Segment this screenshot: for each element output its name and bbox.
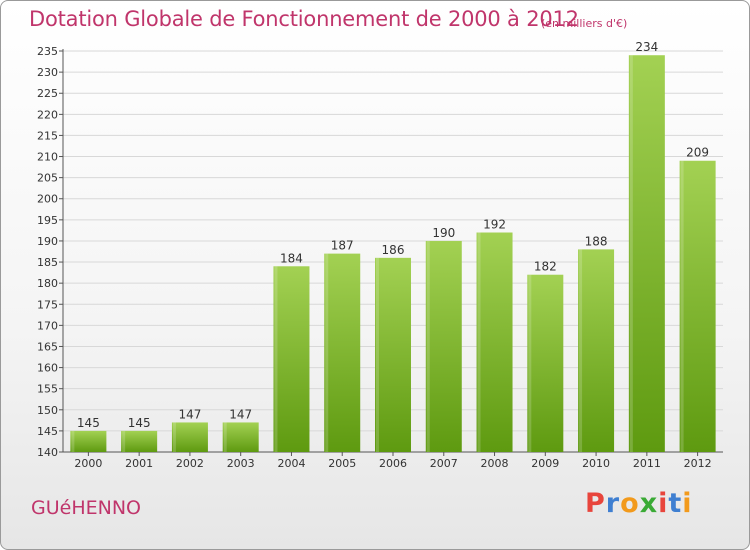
bar-highlight (629, 55, 633, 452)
logo-letter: x (639, 488, 659, 519)
y-tick-label: 215 (37, 129, 58, 142)
bar-highlight (376, 257, 379, 452)
x-tick-label-2001: 2001 (125, 457, 153, 470)
y-tick-label: 200 (37, 193, 58, 206)
proxiti-logo: Proxiti (585, 488, 693, 519)
bars (70, 55, 716, 452)
x-tick-label-2000: 2000 (74, 457, 102, 470)
chart-subtitle: (en milliers d'€) (541, 17, 628, 30)
logo-letter: P (585, 488, 606, 519)
x-tick-label-2012: 2012 (684, 457, 712, 470)
y-tick-label: 165 (37, 340, 58, 353)
y-tick-label: 230 (37, 66, 58, 79)
data-label-2009: 182 (534, 260, 557, 274)
bar-highlight (426, 240, 430, 452)
bar-2006 (375, 257, 411, 452)
logo-letter: o (620, 488, 640, 519)
x-tick-label-2005: 2005 (328, 457, 356, 470)
chart-title: Dotation Globale de Fonctionnement de 20… (29, 7, 579, 31)
logo-letter: r (605, 488, 621, 519)
bar-chart: 1401451501551601651701751801851901952002… (37, 40, 723, 470)
y-tick-label: 140 (37, 446, 58, 459)
bar-highlight (528, 274, 532, 452)
bar-highlight (71, 430, 75, 452)
data-label-2004: 184 (280, 251, 303, 265)
data-labels: 145 145 147 147 184 187 186 190 192 182 188 234 209 (77, 40, 709, 430)
data-label-2005: 187 (331, 239, 354, 253)
data-label-2002: 147 (178, 407, 201, 421)
y-tick-label: 145 (37, 425, 58, 438)
y-tick-label: 180 (37, 277, 58, 290)
bar-highlight (680, 160, 684, 452)
bar-2007 (425, 240, 462, 452)
y-tick-label: 205 (37, 172, 58, 185)
axes: 1401451501551601651701751801851901952002… (37, 45, 723, 470)
data-label-2003: 147 (229, 407, 252, 421)
data-label-2008: 192 (483, 218, 506, 232)
bar-highlight (579, 249, 583, 452)
data-label-2000: 145 (77, 416, 100, 430)
bar-highlight (223, 422, 227, 452)
x-tick-label-2007: 2007 (430, 457, 458, 470)
bar-2002 (171, 422, 208, 452)
bar-2009 (527, 274, 564, 452)
y-tick-label: 195 (37, 214, 58, 227)
bar-2008 (476, 232, 513, 452)
y-tick-label: 190 (37, 235, 58, 248)
bar-2010 (578, 249, 615, 452)
x-tick-label-2008: 2008 (481, 457, 509, 470)
data-label-2012: 209 (686, 146, 709, 160)
bar-highlight (274, 266, 278, 452)
bar-highlight (325, 253, 329, 452)
y-tick-label: 225 (37, 87, 58, 100)
y-tick-label: 170 (37, 319, 58, 332)
bar-2012 (679, 160, 716, 452)
bar-highlight (172, 422, 176, 452)
bar-2003 (222, 422, 259, 452)
bar-2005 (324, 253, 361, 452)
x-tick-label-2002: 2002 (176, 457, 204, 470)
bar-2004 (273, 266, 310, 452)
bar-highlight (122, 430, 126, 452)
logo-letter: i (658, 488, 669, 519)
data-label-2011: 234 (635, 40, 658, 54)
x-tick-label-2003: 2003 (227, 457, 255, 470)
x-tick-label-2006: 2006 (379, 457, 407, 470)
data-label-2001: 145 (128, 416, 151, 430)
commune-name: GUéHENNO (31, 497, 141, 519)
bar-2011 (628, 55, 665, 452)
y-tick-label: 175 (37, 298, 58, 311)
x-tick-label-2009: 2009 (531, 457, 559, 470)
logo-letter: t (668, 488, 683, 519)
data-label-2010: 188 (585, 234, 608, 248)
x-tick-label-2004: 2004 (277, 457, 305, 470)
data-label-2006: 186 (382, 243, 405, 257)
y-tick-label: 210 (37, 151, 58, 164)
y-tick-label: 185 (37, 256, 58, 269)
bar-highlight (477, 232, 481, 452)
bar-2001 (121, 430, 158, 452)
y-tick-label: 155 (37, 383, 58, 396)
x-tick-label-2010: 2010 (582, 457, 610, 470)
bar-2000 (70, 430, 107, 452)
logo-letter: i (682, 488, 693, 519)
x-tick-label-2011: 2011 (633, 457, 661, 470)
y-tick-label: 160 (37, 362, 58, 375)
y-tick-label: 220 (37, 108, 58, 121)
y-tick-label: 150 (37, 404, 58, 417)
data-label-2007: 190 (432, 226, 455, 240)
y-tick-label: 235 (37, 45, 58, 58)
